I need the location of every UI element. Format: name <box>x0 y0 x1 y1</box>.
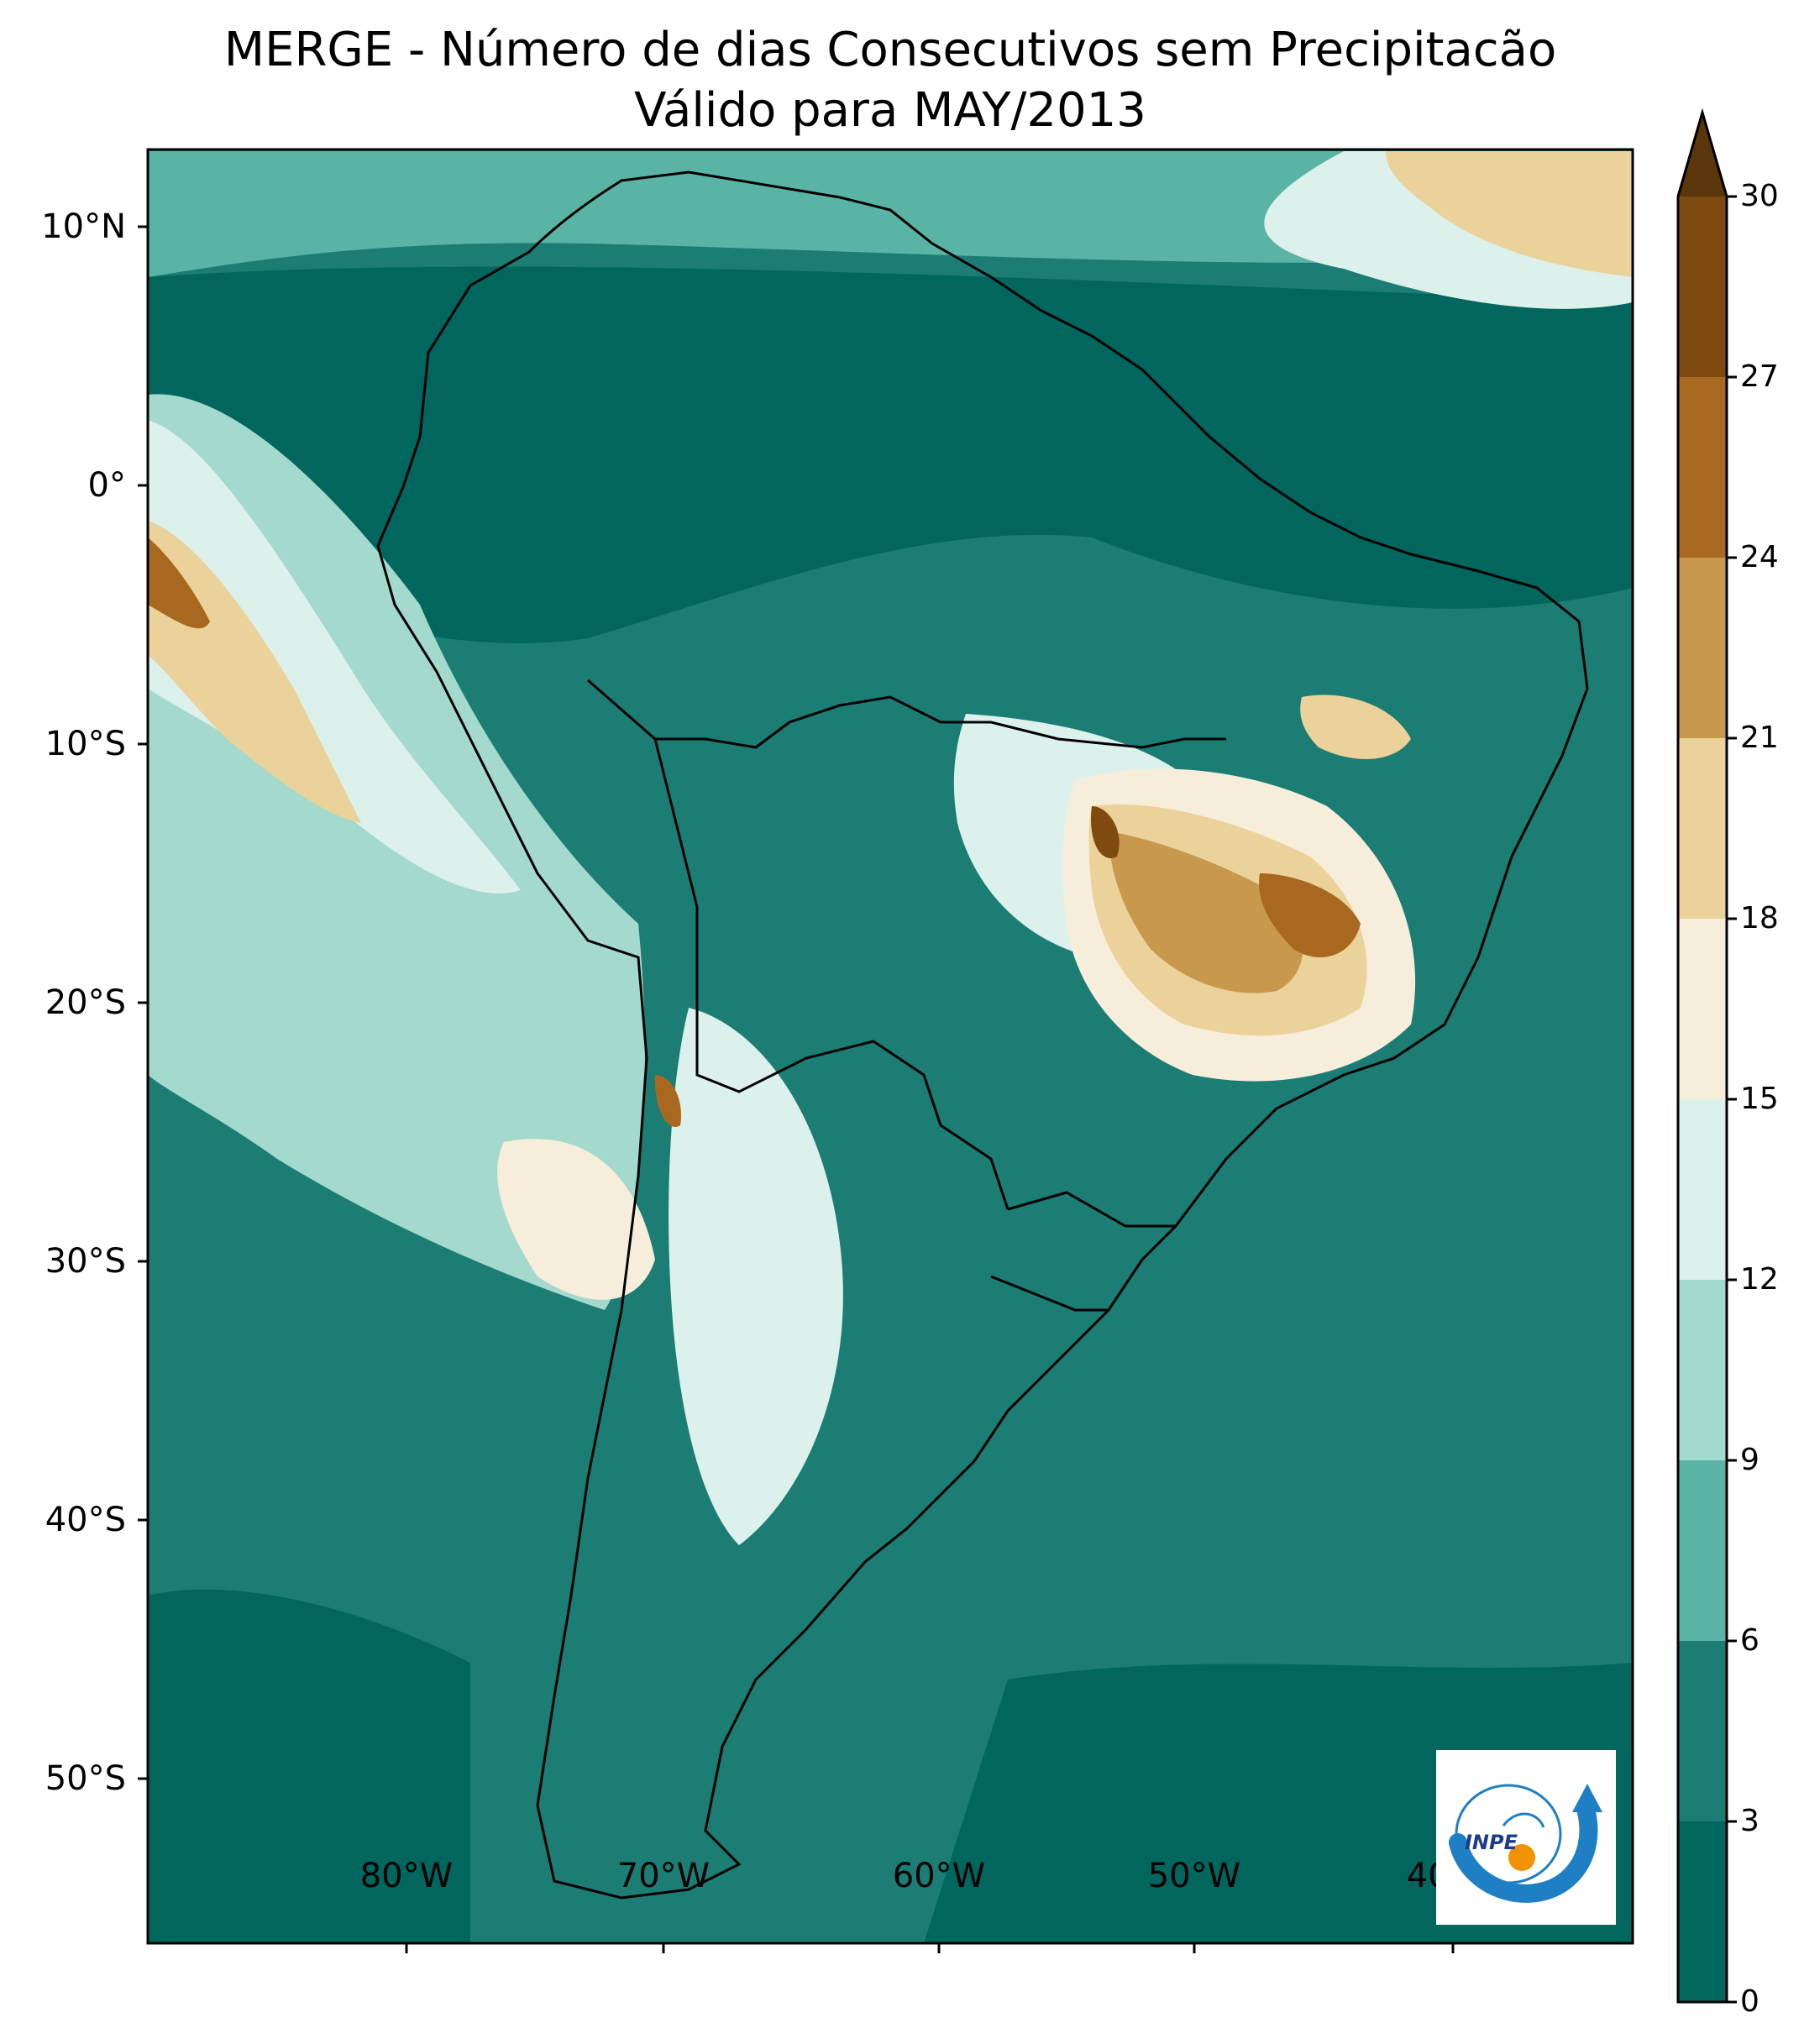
south-pacific-wet <box>148 1589 470 1943</box>
argentina-dry-band <box>669 1008 843 1545</box>
colorbar-segment-24 <box>1678 377 1727 558</box>
lat-label-20s: 20°S <box>45 983 126 1022</box>
north-band-light <box>148 151 1633 277</box>
atacama-dry-spot <box>654 1075 681 1127</box>
lat-label-40s: 40°S <box>45 1501 126 1539</box>
lat-label-10n: 10°N <box>41 207 126 246</box>
lon-label-50w: 50°W <box>1147 1857 1241 1895</box>
colorbar-label-18: 18 <box>1740 901 1779 936</box>
lat-label-10s: 10°S <box>45 725 126 763</box>
map-subtitle: Válido para MAY/2013 <box>634 83 1146 138</box>
brazil-extreme-spot <box>1091 806 1120 858</box>
inpe-logo: INPE <box>1436 1750 1616 1925</box>
colorbar-label-15: 15 <box>1740 1082 1779 1116</box>
colorbar-label-24: 24 <box>1740 540 1779 574</box>
tropical-wet-band <box>148 266 1633 643</box>
lon-ticks <box>405 1943 1455 1953</box>
brazil-south-border <box>1007 1191 1176 1228</box>
colorbar-label-30: 30 <box>1740 179 1779 213</box>
bahia-dry-spot <box>1300 694 1411 759</box>
colorbar-outline <box>1676 107 1728 2004</box>
lon-label-80w: 80°W <box>359 1857 454 1895</box>
country-borders <box>376 170 1589 1900</box>
colorbar-label-3: 3 <box>1740 1804 1759 1838</box>
lon-label-70w: 70°W <box>616 1857 711 1895</box>
colorbar-segment-6 <box>1678 1460 1727 1641</box>
colorbar-segment-27 <box>1678 197 1727 377</box>
inpe-logo-text: INPE <box>1465 1831 1518 1854</box>
north-atlantic-drier <box>1386 151 1633 277</box>
colorbar-segment-12 <box>1678 1099 1727 1280</box>
logo-sun <box>1508 1844 1535 1871</box>
lat-label-50s: 50°S <box>45 1759 126 1798</box>
colorbar-extend-arrow <box>1678 113 1727 197</box>
colorbar-label-12: 12 <box>1740 1262 1779 1297</box>
colorbar-label-6: 6 <box>1740 1623 1759 1658</box>
lat-ticks <box>138 225 148 1780</box>
peru-bolivia-border <box>653 738 699 908</box>
lon-label-60w: 60°W <box>892 1857 986 1895</box>
colorbar-segment-21 <box>1678 558 1727 738</box>
colorbar-label-21: 21 <box>1740 721 1779 755</box>
inpe-logo-graphic <box>1449 1784 1602 1903</box>
pacific-drier-zone <box>148 420 521 894</box>
logo-orbit <box>1502 1812 1545 1828</box>
brazil-driest-area <box>1259 873 1361 957</box>
continent-outline <box>376 170 1589 1900</box>
bolivia-paraguay-border <box>695 907 1010 1210</box>
colorbar-segment-3 <box>1678 1641 1727 1821</box>
map-title: MERGE - Número de dias Consecutivos sem … <box>223 23 1557 77</box>
colorbar-segment-0 <box>1678 1821 1727 2002</box>
plot-frame <box>146 148 1634 1945</box>
lat-label-30s: 30°S <box>45 1242 126 1281</box>
pacific-driest-spot <box>148 537 210 629</box>
colorbar <box>1676 107 1737 2004</box>
colorbar-label-9: 9 <box>1740 1443 1759 1477</box>
uruguay-border <box>990 1275 1109 1312</box>
colorbar-segment-9 <box>1678 1280 1727 1460</box>
colorbar-segment-15 <box>1678 919 1727 1099</box>
lat-label-0: 0° <box>87 466 126 505</box>
amazon-border <box>587 679 1226 749</box>
colorbar-label-0: 0 <box>1740 1984 1759 2019</box>
chile-dry-patch <box>497 1139 655 1300</box>
brazil-very-dry-area <box>1109 831 1303 993</box>
logo-swoosh <box>1449 1800 1598 1903</box>
colorbar-label-27: 27 <box>1740 359 1779 394</box>
colorbar-segment-18 <box>1678 738 1727 919</box>
pacific-very-dry <box>148 521 361 823</box>
logo-arrow <box>1572 1784 1602 1812</box>
